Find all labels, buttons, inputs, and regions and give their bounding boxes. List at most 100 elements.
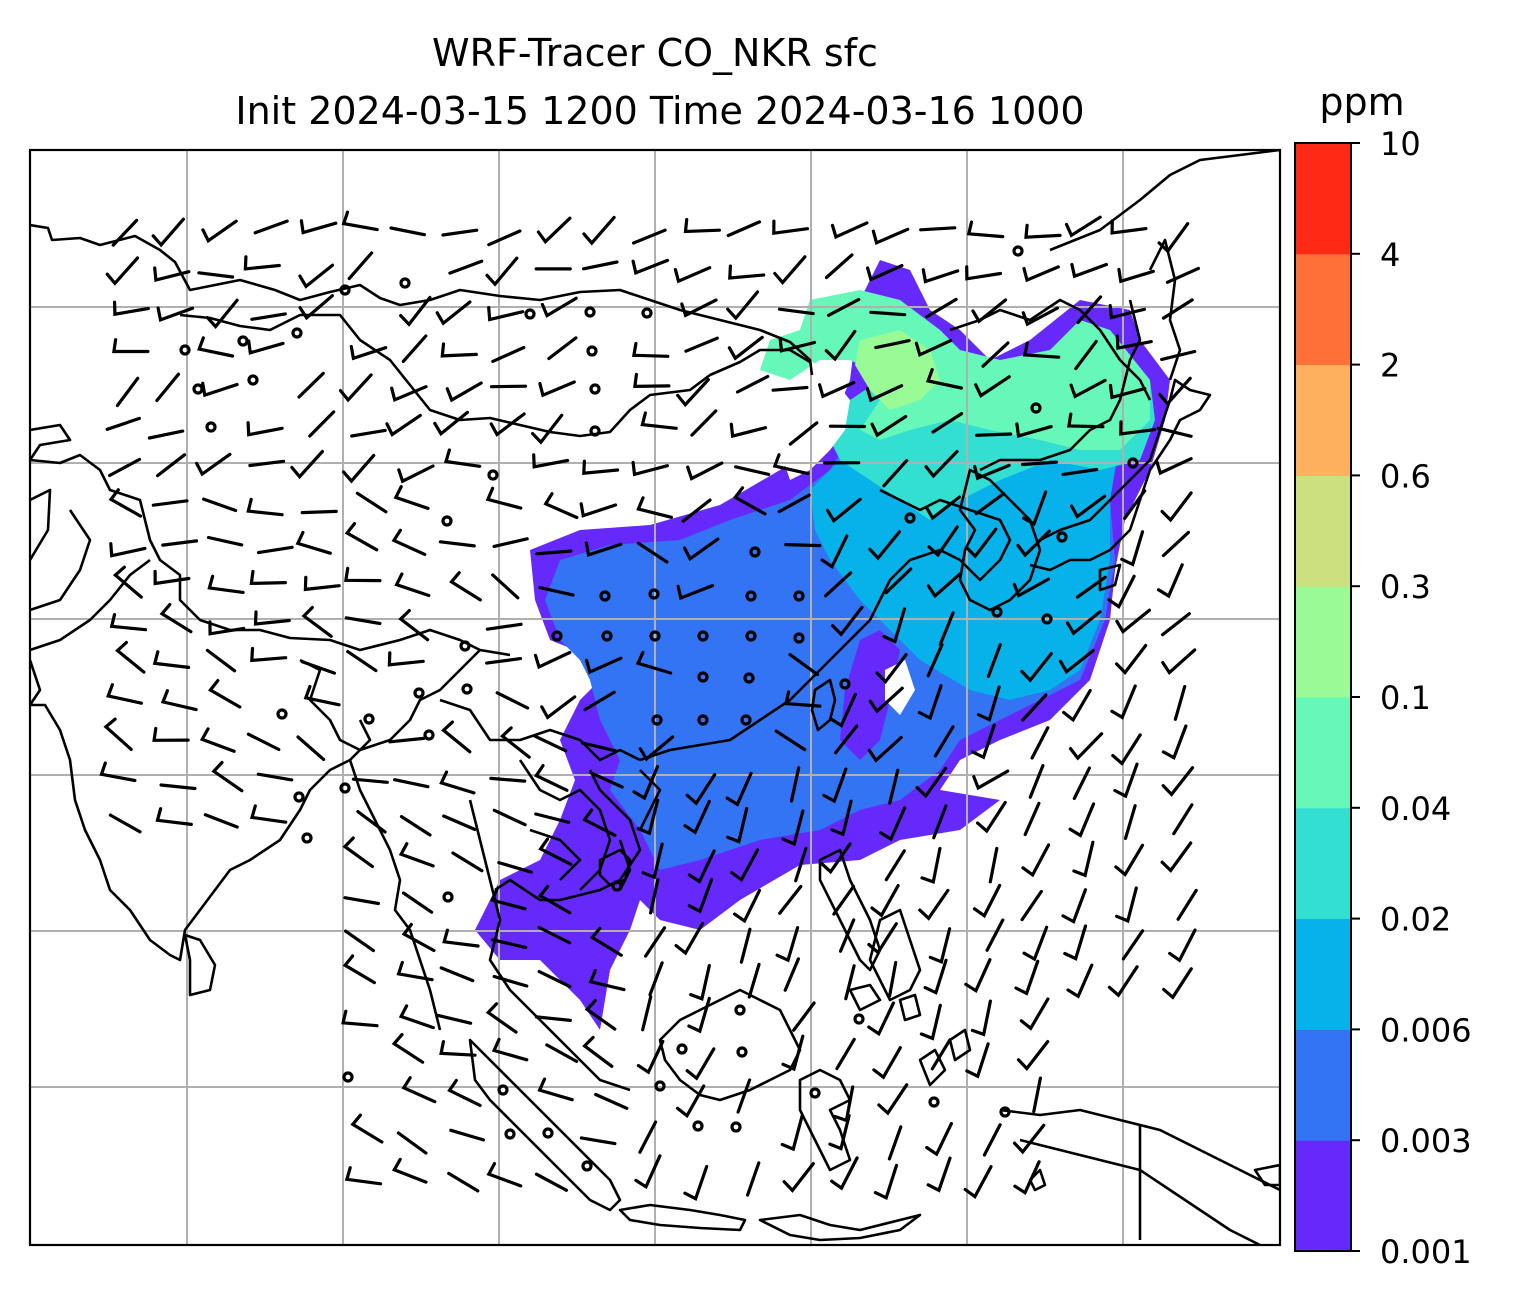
calm-wind-circle (524, 308, 536, 320)
wind-barb (533, 650, 572, 670)
wind-barb (159, 783, 197, 791)
wind-barb (338, 373, 373, 403)
wind-barb (735, 374, 770, 394)
wind-barb (151, 499, 189, 507)
coastline (958, 468, 1042, 612)
wind-barb (974, 492, 1006, 516)
calm-wind-circle (1056, 531, 1068, 543)
wind-barb (1115, 643, 1148, 675)
wind-barb (1062, 688, 1092, 723)
wind-barb (298, 294, 334, 321)
wind-barb (398, 609, 430, 642)
wind-barb (1114, 843, 1145, 877)
wind-barb (924, 449, 959, 479)
wind-barb (831, 605, 864, 637)
plume-contour-peak (760, 290, 1150, 450)
wind-barb (918, 888, 950, 921)
colorbar-segment (1295, 807, 1351, 920)
wind-barb (249, 804, 288, 824)
wind-barb (687, 877, 714, 914)
calm-wind-circle (487, 469, 499, 481)
wind-barb (966, 220, 1005, 239)
coastline (1098, 563, 1122, 592)
wind-barb (873, 1163, 899, 1201)
calm-wind-circle (654, 1080, 666, 1092)
wind-barb (865, 384, 904, 403)
wind-barb (1022, 265, 1060, 283)
wind-barb (822, 767, 848, 804)
wind-barb (299, 219, 338, 235)
wind-barb (388, 736, 426, 744)
wind-barb (303, 684, 341, 707)
coastline (618, 769, 662, 891)
wind-barb (1068, 732, 1104, 761)
calm-wind-circle (441, 515, 453, 527)
wind-barb (391, 1033, 425, 1064)
wind-barb (250, 646, 288, 663)
wind-barb (1123, 489, 1147, 520)
wind-barb (928, 927, 952, 964)
wind-barb (582, 459, 620, 475)
wind-barb (771, 385, 809, 392)
calm-wind-circle (423, 729, 435, 741)
wind-barb (491, 1037, 529, 1062)
wind-barb (636, 798, 660, 836)
wind-barb (159, 603, 193, 634)
wind-barb (930, 1038, 952, 1071)
wind-barb (867, 735, 903, 763)
wind-barb (641, 842, 664, 880)
wind-barb (866, 264, 904, 282)
wind-barb (870, 414, 908, 438)
calm-wind-circle (809, 1087, 821, 1099)
wind-barb (203, 813, 239, 829)
wind-barb (925, 368, 963, 390)
wind-barb (495, 691, 530, 710)
colorbar-tick-label: 0.003 (1380, 1122, 1472, 1160)
wind-barb (1070, 494, 1107, 519)
calm-wind-circle (247, 374, 259, 386)
wind-barb (747, 962, 761, 999)
wind-barb (780, 1114, 804, 1152)
calm-wind-circle (363, 713, 375, 725)
coastline (468, 1038, 622, 1212)
wind-barb (631, 460, 669, 477)
wind-barb (1023, 801, 1041, 837)
wind-barb (789, 766, 801, 803)
coastline (1049, 150, 1280, 252)
wind-barb (489, 412, 526, 437)
wind-barb (887, 1125, 903, 1161)
wind-barb (1121, 929, 1145, 961)
wind-barb (156, 306, 195, 323)
wind-barb (726, 806, 749, 844)
wind-barb (256, 545, 294, 555)
wind-barb (537, 1077, 574, 1102)
wind-barb (965, 265, 1003, 281)
wind-barb (161, 539, 199, 547)
wind-barb (925, 297, 958, 319)
wind-barb (208, 679, 242, 709)
wind-barb (641, 995, 653, 1032)
wind-barb (868, 686, 904, 714)
wind-barb (782, 1162, 815, 1193)
wind-barb (351, 777, 389, 784)
wind-barb (350, 1113, 384, 1144)
wind-barb (584, 999, 617, 1031)
wind-barb (540, 695, 577, 720)
wind-barb (933, 725, 955, 758)
calm-wind-circle (734, 1004, 746, 1016)
wind-barb (533, 734, 568, 753)
wind-barb (447, 1078, 482, 1107)
coastline (758, 1213, 922, 1242)
wind-barb (869, 310, 907, 317)
wind-barb (487, 306, 525, 322)
wind-barb (1061, 888, 1087, 924)
border-line (179, 313, 811, 438)
wind-barb (844, 964, 856, 1001)
calm-wind-circle (736, 1046, 748, 1058)
wind-barb (491, 573, 520, 600)
wind-barb (201, 219, 238, 244)
calm-wind-circle (601, 630, 613, 642)
colorbar-segment (1295, 918, 1351, 1030)
wind-barb (582, 1035, 614, 1068)
